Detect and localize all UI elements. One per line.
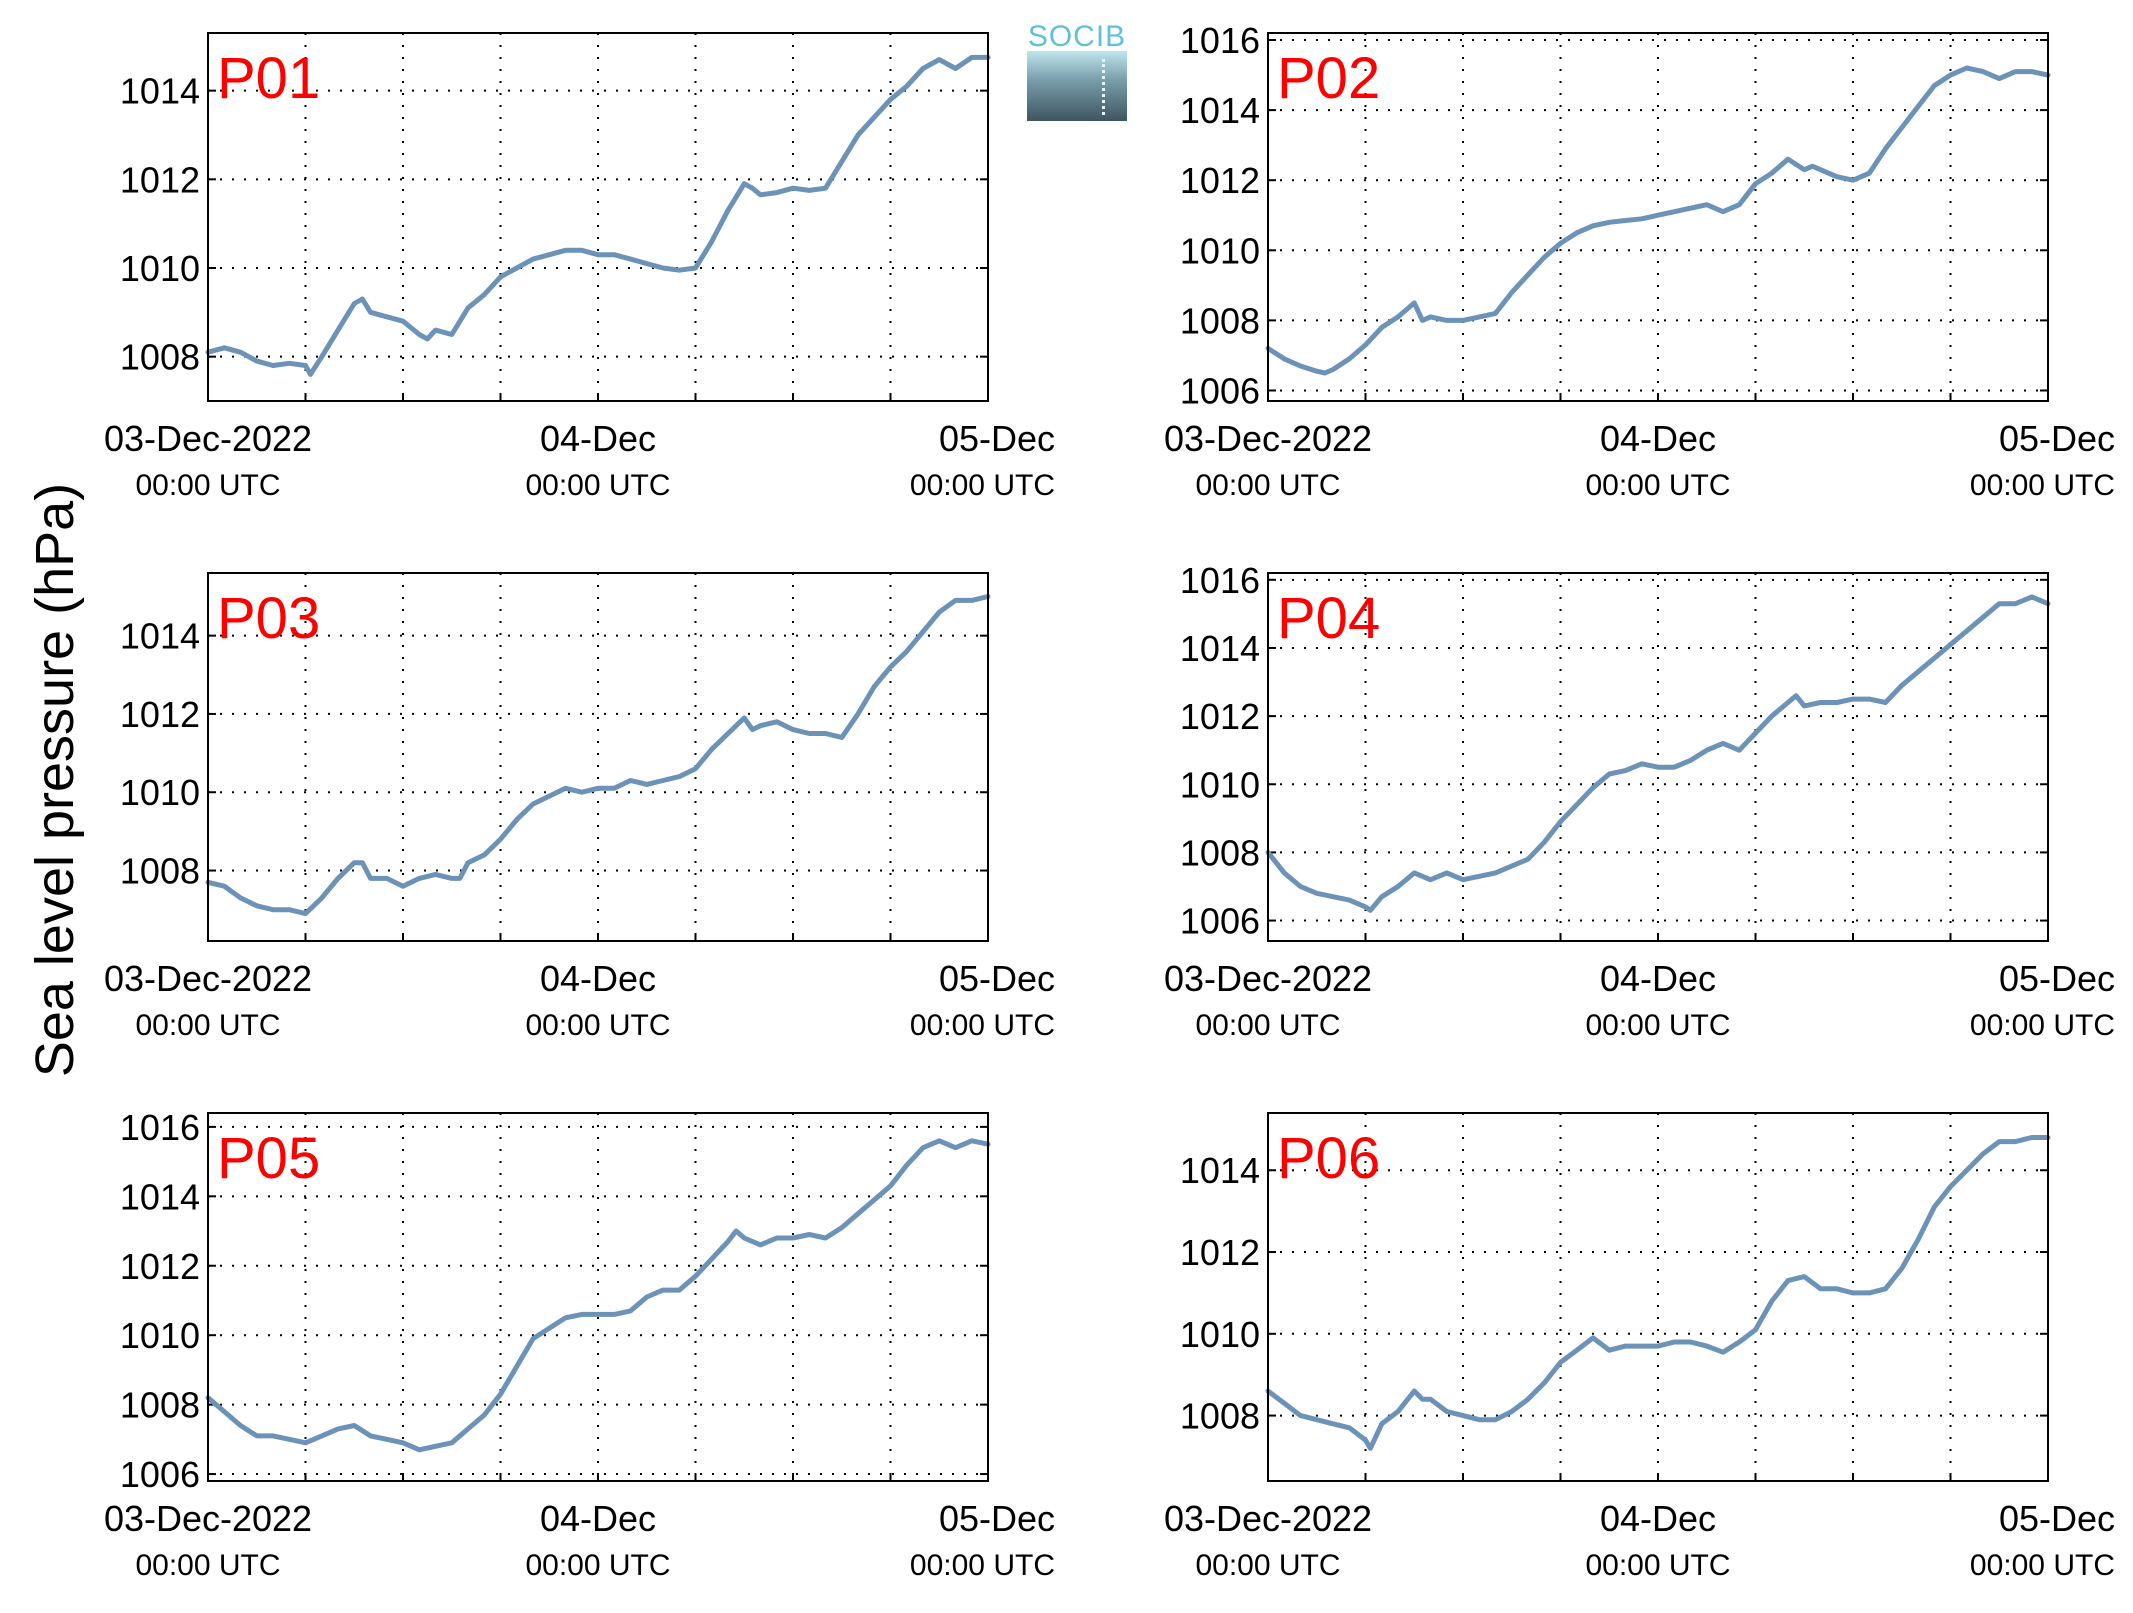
panel-label: P06 bbox=[1277, 1126, 1380, 1191]
y-tick-label: 1012 bbox=[120, 694, 200, 735]
y-tick-label: 1010 bbox=[120, 1315, 200, 1356]
y-tick-label: 1016 bbox=[1180, 20, 1260, 61]
y-tick-label: 1016 bbox=[120, 1107, 200, 1148]
x-tick-sublabel: 00:00 UTC bbox=[525, 1549, 670, 1582]
x-tick-label: 05-Dec bbox=[1999, 1498, 2115, 1539]
x-tick-sublabel: 00:00 UTC bbox=[1970, 1549, 2115, 1582]
pressure-line bbox=[205, 54, 991, 377]
x-tick-sublabel: 00:00 UTC bbox=[135, 469, 280, 502]
x-tick-label: 04-Dec bbox=[1600, 418, 1716, 459]
x-tick-label: 05-Dec bbox=[1999, 418, 2115, 459]
axes-frame bbox=[1267, 572, 2049, 942]
y-tick-label: 1008 bbox=[120, 851, 200, 892]
x-tick-label: 05-Dec bbox=[939, 418, 1055, 459]
x-tick-sublabel: 00:00 UTC bbox=[1585, 469, 1730, 502]
x-tick-label: 04-Dec bbox=[1600, 1498, 1716, 1539]
y-tick-label: 1012 bbox=[120, 1246, 200, 1287]
y-tick-label: 1008 bbox=[1180, 832, 1260, 873]
panel-label: P04 bbox=[1277, 586, 1380, 651]
axes-frame bbox=[207, 572, 989, 942]
axes-frame bbox=[1267, 1112, 2049, 1482]
x-tick-sublabel: 00:00 UTC bbox=[910, 1549, 1055, 1582]
axes-frame bbox=[1267, 32, 2049, 402]
x-tick-label: 03-Dec-2022 bbox=[104, 1498, 312, 1539]
panel-label: P01 bbox=[217, 46, 320, 111]
axes-frame bbox=[207, 1112, 989, 1482]
y-tick-label: 1010 bbox=[1180, 764, 1260, 805]
x-tick-sublabel: 00:00 UTC bbox=[525, 1009, 670, 1042]
panel-p06: 1008 1010 1012 1014 03-Dec-2022 00:00 UTC 04-D… bbox=[1164, 1112, 2115, 1582]
logo-text: SOCIB bbox=[1027, 20, 1127, 53]
x-tick-label: 03-Dec-2022 bbox=[104, 958, 312, 999]
x-tick-sublabel: 00:00 UTC bbox=[1195, 469, 1340, 502]
y-tick-label: 1006 bbox=[120, 1454, 200, 1495]
pressure-line bbox=[205, 1138, 991, 1453]
x-tick-label: 05-Dec bbox=[939, 1498, 1055, 1539]
x-tick-sublabel: 00:00 UTC bbox=[525, 469, 670, 502]
x-tick-label: 03-Dec-2022 bbox=[1164, 418, 1372, 459]
logo-icon bbox=[1027, 51, 1127, 121]
x-tick-sublabel: 00:00 UTC bbox=[135, 1009, 280, 1042]
y-axis-label: Sea level pressure (hPa) bbox=[25, 482, 85, 1078]
y-tick-label: 1008 bbox=[120, 337, 200, 378]
panel-label: P02 bbox=[1277, 46, 1380, 111]
panel-label: P05 bbox=[217, 1126, 320, 1191]
x-tick-label: 04-Dec bbox=[1600, 958, 1716, 999]
y-tick-label: 1014 bbox=[120, 1176, 200, 1217]
y-tick-label: 1006 bbox=[1180, 370, 1260, 411]
axes-frame bbox=[207, 32, 989, 402]
x-tick-sublabel: 00:00 UTC bbox=[1195, 1549, 1340, 1582]
logo-dotted-line bbox=[1102, 59, 1105, 115]
x-tick-label: 05-Dec bbox=[1999, 958, 2115, 999]
x-tick-label: 04-Dec bbox=[540, 418, 656, 459]
panel-label: P03 bbox=[217, 586, 320, 651]
y-tick-label: 1008 bbox=[1180, 1396, 1260, 1437]
x-tick-label: 05-Dec bbox=[939, 958, 1055, 999]
y-tick-label: 1016 bbox=[1180, 560, 1260, 601]
x-tick-sublabel: 00:00 UTC bbox=[910, 1009, 1055, 1042]
y-tick-label: 1014 bbox=[120, 71, 200, 112]
socib-logo: SOCIB bbox=[1027, 20, 1127, 121]
x-tick-sublabel: 00:00 UTC bbox=[910, 469, 1055, 502]
panel-p03: 1008 1010 1012 1014 03-Dec-2022 00:00 UTC 04-D… bbox=[104, 572, 1055, 1042]
x-tick-sublabel: 00:00 UTC bbox=[1585, 1009, 1730, 1042]
panel-p04: 1006 1008 1010 1012 1014 1016 03-Dec-2022 00:00… bbox=[1164, 560, 2115, 1042]
x-tick-label: 04-Dec bbox=[540, 958, 656, 999]
y-tick-label: 1014 bbox=[1180, 1150, 1260, 1191]
y-tick-label: 1010 bbox=[120, 772, 200, 813]
panel-p01: 1008 1010 1012 1014 03-Dec-2022 00:00 UTC 04-D… bbox=[104, 32, 1055, 502]
x-tick-label: 03-Dec-2022 bbox=[104, 418, 312, 459]
panel-p05: 1006 1008 1010 1012 1014 1016 03-Dec-2022 00:00… bbox=[104, 1107, 1055, 1582]
y-tick-label: 1010 bbox=[1180, 230, 1260, 271]
x-tick-label: 03-Dec-2022 bbox=[1164, 1498, 1372, 1539]
x-tick-sublabel: 00:00 UTC bbox=[1195, 1009, 1340, 1042]
y-tick-label: 1006 bbox=[1180, 901, 1260, 942]
y-tick-label: 1012 bbox=[1180, 696, 1260, 737]
panel-p02: 1006 1008 1010 1012 1014 1016 03-Dec-2022 00:00… bbox=[1164, 20, 2115, 502]
y-tick-label: 1014 bbox=[1180, 90, 1260, 131]
y-tick-label: 1012 bbox=[1180, 160, 1260, 201]
x-tick-sublabel: 00:00 UTC bbox=[1970, 1009, 2115, 1042]
y-tick-label: 1014 bbox=[1180, 628, 1260, 669]
pressure-line bbox=[1265, 65, 2051, 376]
pressure-line bbox=[1265, 1135, 2051, 1451]
y-tick-label: 1010 bbox=[120, 248, 200, 289]
y-tick-label: 1010 bbox=[1180, 1314, 1260, 1355]
x-tick-label: 04-Dec bbox=[540, 1498, 656, 1539]
y-tick-label: 1008 bbox=[120, 1385, 200, 1426]
y-tick-label: 1012 bbox=[120, 159, 200, 200]
y-tick-label: 1014 bbox=[120, 616, 200, 657]
x-tick-label: 03-Dec-2022 bbox=[1164, 958, 1372, 999]
pressure-line bbox=[205, 594, 991, 917]
x-tick-sublabel: 00:00 UTC bbox=[1970, 469, 2115, 502]
y-tick-label: 1012 bbox=[1180, 1232, 1260, 1273]
x-tick-sublabel: 00:00 UTC bbox=[1585, 1549, 1730, 1582]
y-tick-label: 1008 bbox=[1180, 300, 1260, 341]
x-tick-sublabel: 00:00 UTC bbox=[135, 1549, 280, 1582]
pressure-line bbox=[1265, 594, 2051, 913]
